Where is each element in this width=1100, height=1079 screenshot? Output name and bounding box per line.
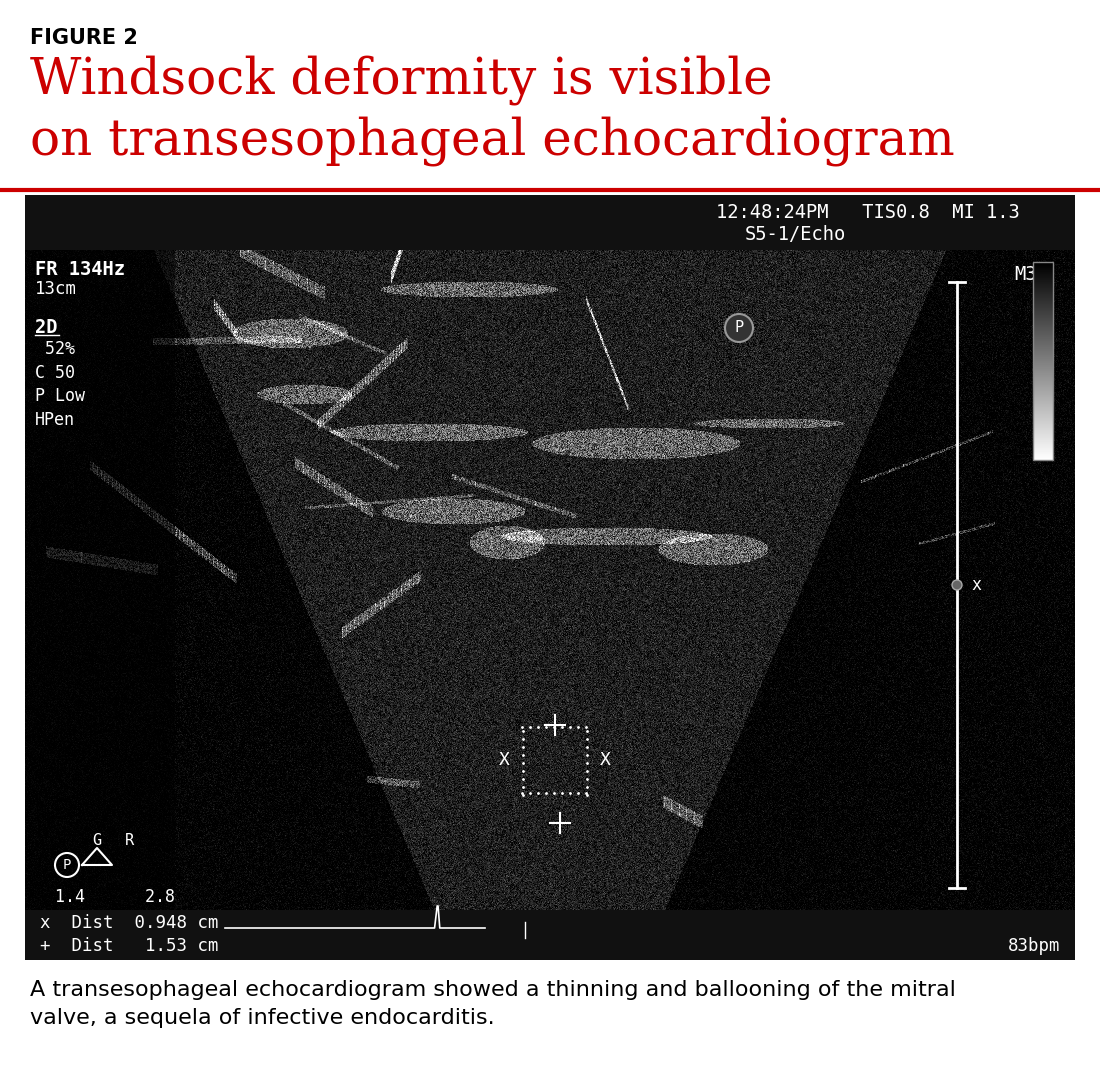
Bar: [25, 910, 1075, 960]
Text: X: X: [499, 751, 510, 769]
Text: X: X: [601, 751, 610, 769]
Bar: [25, 250, 175, 910]
Bar: [25, 195, 1075, 960]
Circle shape: [725, 314, 754, 342]
Text: 1.4      2.8: 1.4 2.8: [55, 888, 175, 906]
Text: 13cm: 13cm: [35, 279, 77, 298]
Text: M3: M3: [1014, 265, 1037, 284]
Text: G: G: [92, 833, 101, 848]
Text: R: R: [125, 833, 134, 848]
Text: 83bpm: 83bpm: [1008, 937, 1060, 955]
Text: FIGURE 2: FIGURE 2: [30, 28, 138, 47]
Text: +  Dist   1.53 cm: + Dist 1.53 cm: [40, 937, 219, 955]
Text: x  Dist  0.948 cm: x Dist 0.948 cm: [40, 914, 219, 932]
Text: FR 134Hz: FR 134Hz: [35, 260, 125, 279]
Text: S5-1/Echo: S5-1/Echo: [745, 226, 846, 245]
Text: 12:48:24PM   TIS0.8  MI 1.3: 12:48:24PM TIS0.8 MI 1.3: [716, 203, 1020, 221]
Text: 2D: 2D: [35, 318, 57, 337]
Text: P: P: [63, 858, 72, 872]
Bar: [25, 195, 1075, 250]
Text: Windsock deformity is visible
on transesophageal echocardiogram: Windsock deformity is visible on transes…: [30, 55, 955, 166]
Text: P: P: [735, 320, 744, 336]
Text: x: x: [971, 576, 981, 595]
Circle shape: [952, 581, 962, 590]
Text: 52%
C 50
P Low
HPen: 52% C 50 P Low HPen: [35, 340, 85, 428]
Bar: [1033, 262, 1053, 460]
Text: A transesophageal echocardiogram showed a thinning and ballooning of the mitral
: A transesophageal echocardiogram showed …: [30, 980, 956, 1028]
